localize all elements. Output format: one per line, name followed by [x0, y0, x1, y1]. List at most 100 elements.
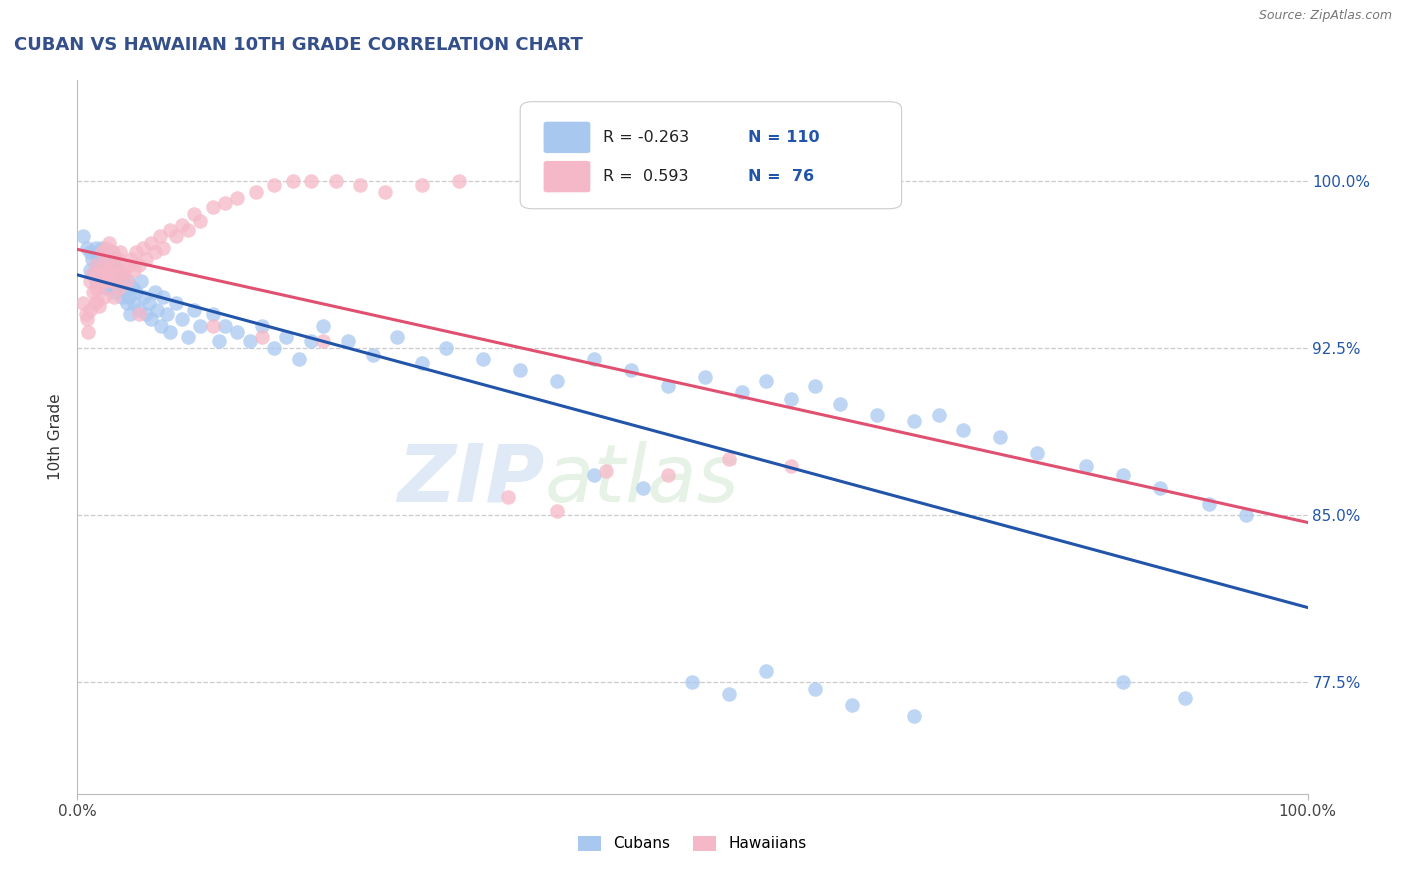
Point [201, 201, 224, 215]
Point [780, 392, 803, 407]
Point [250, 318, 273, 333]
Point [804, 379, 827, 393]
Point [97, 252, 120, 266]
Point [103, 290, 125, 304]
Point [107, 263, 129, 277]
Point [276, 330, 298, 344]
Point [1198, 497, 1220, 511]
Point [337, 334, 360, 349]
FancyBboxPatch shape [520, 102, 901, 209]
Point [96, 268, 118, 282]
Point [120, 308, 142, 322]
Point [82, 268, 104, 282]
Point [129, 274, 153, 288]
Point [76, 312, 98, 326]
Point [82, 285, 104, 300]
Point [121, 281, 143, 295]
Point [90, 241, 114, 255]
Point [150, 318, 173, 333]
Point [1112, 675, 1135, 690]
Point [583, 468, 606, 483]
Text: N =  76: N = 76 [748, 169, 814, 184]
Point [361, 348, 384, 362]
Point [125, 285, 148, 300]
Point [98, 263, 121, 277]
Point [411, 178, 433, 193]
Point [411, 356, 433, 371]
Point [87, 268, 110, 282]
Point [156, 308, 179, 322]
Point [804, 682, 827, 697]
Point [214, 196, 236, 211]
Point [94, 263, 117, 277]
Point [132, 290, 155, 304]
Point [111, 274, 134, 288]
Point [105, 268, 128, 282]
Point [108, 281, 131, 295]
Point [135, 252, 157, 266]
Point [103, 285, 125, 300]
Point [93, 252, 115, 266]
Point [143, 245, 166, 260]
Point [79, 245, 101, 260]
Text: R = -0.263: R = -0.263 [603, 130, 689, 145]
Point [183, 207, 205, 221]
Point [96, 274, 118, 288]
Point [122, 296, 145, 310]
Point [299, 174, 322, 188]
Point [131, 241, 153, 255]
Point [288, 352, 311, 367]
Point [245, 185, 267, 199]
Point [103, 259, 125, 273]
Point [91, 268, 114, 282]
Point [141, 312, 163, 326]
Point [115, 274, 138, 288]
Point [83, 296, 105, 310]
Point [82, 268, 104, 282]
Point [84, 274, 107, 288]
Point [72, 229, 94, 244]
Point [128, 303, 150, 318]
Point [682, 675, 704, 690]
Point [104, 252, 127, 266]
Point [110, 245, 132, 260]
Point [1149, 482, 1171, 496]
Point [988, 430, 1011, 444]
Point [1076, 459, 1098, 474]
Point [755, 665, 778, 679]
Point [149, 229, 172, 244]
Point [281, 174, 304, 188]
Point [903, 709, 925, 723]
Point [84, 259, 107, 273]
Point [447, 174, 470, 188]
Point [1234, 508, 1257, 523]
Point [125, 245, 148, 260]
Point [117, 274, 139, 288]
Point [128, 308, 150, 322]
Point [86, 294, 108, 309]
Point [118, 259, 141, 273]
Point [866, 408, 889, 422]
Text: atlas: atlas [546, 441, 740, 519]
Point [226, 325, 249, 339]
Point [135, 308, 157, 322]
Point [718, 452, 741, 467]
Point [128, 259, 150, 273]
Point [374, 185, 396, 199]
Point [101, 245, 124, 260]
Point [188, 213, 212, 227]
Point [101, 245, 124, 260]
Point [1026, 446, 1049, 460]
Point [436, 341, 458, 355]
Point [165, 296, 187, 310]
Point [263, 178, 285, 193]
Point [146, 303, 169, 318]
Point [472, 352, 495, 367]
Point [928, 408, 950, 422]
Point [250, 330, 273, 344]
Text: R =  0.593: R = 0.593 [603, 169, 688, 184]
Point [90, 263, 114, 277]
Point [509, 363, 531, 377]
Point [79, 263, 101, 277]
Point [86, 245, 108, 260]
